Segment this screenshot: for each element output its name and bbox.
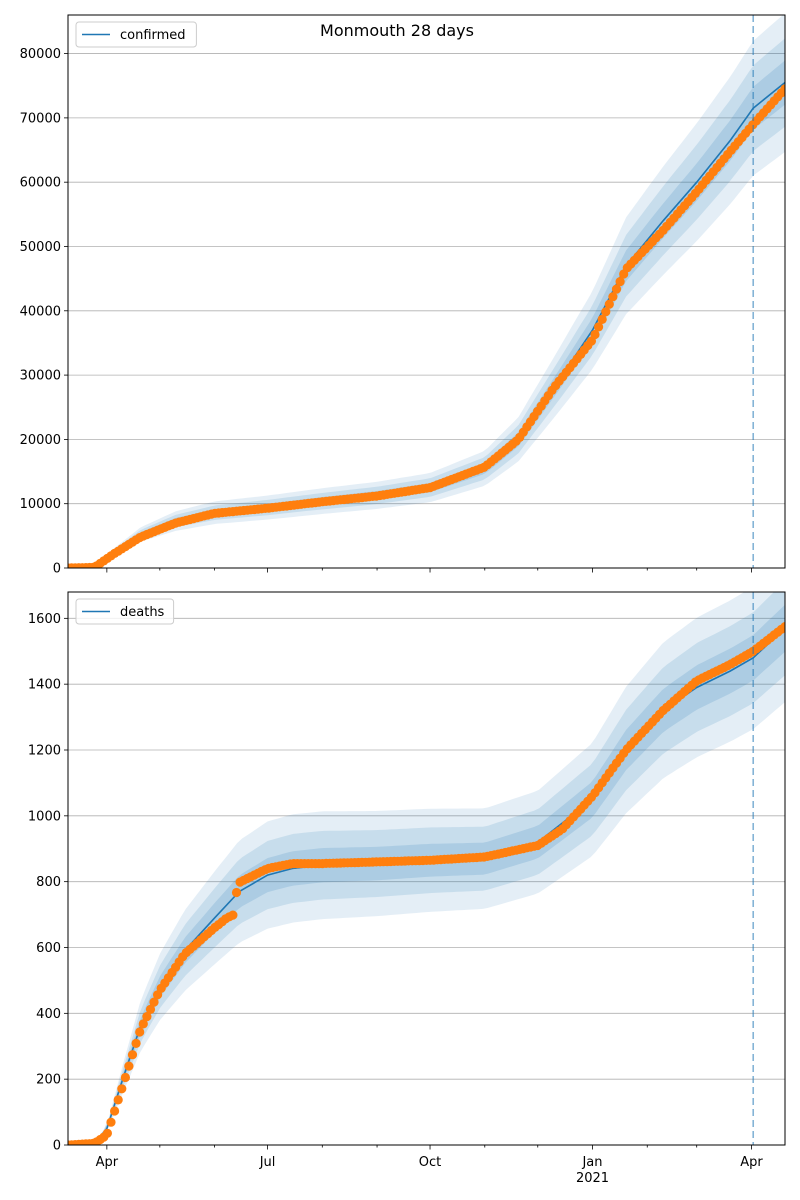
y-tick-label: 600 bbox=[36, 941, 61, 956]
x-tick-label: Apr bbox=[740, 1155, 763, 1170]
observed-point bbox=[117, 1084, 127, 1094]
legend-label: confirmed bbox=[120, 28, 186, 43]
chart-title: Monmouth 28 days bbox=[320, 21, 474, 40]
y-tick-label: 800 bbox=[36, 875, 61, 890]
observed-point bbox=[231, 887, 242, 898]
y-tick-label: 30000 bbox=[20, 369, 61, 384]
observed-point bbox=[597, 314, 607, 324]
y-tick-label: 1400 bbox=[28, 678, 61, 693]
observed-point bbox=[131, 1038, 141, 1048]
y-tick-label: 0 bbox=[53, 562, 61, 577]
plot-area bbox=[68, 592, 785, 1145]
y-tick-label: 80000 bbox=[20, 47, 61, 62]
observed-point bbox=[110, 1106, 120, 1116]
y-tick-label: 1000 bbox=[28, 809, 61, 824]
observed-point bbox=[590, 329, 600, 340]
observed-point bbox=[102, 1128, 112, 1138]
observed-point bbox=[106, 1117, 116, 1127]
observed-point bbox=[780, 622, 785, 632]
observed-point bbox=[124, 1061, 134, 1071]
uncertainty-band bbox=[68, 604, 785, 1145]
axes-frame bbox=[67, 14, 786, 569]
observed-point bbox=[142, 1012, 152, 1022]
y-tick-label: 60000 bbox=[20, 176, 61, 191]
x-tick-label: Oct bbox=[419, 1155, 441, 1170]
observed-point bbox=[594, 322, 604, 332]
plot-area bbox=[68, 15, 785, 568]
y-tick-label: 400 bbox=[36, 1007, 61, 1022]
y-tick-label: 20000 bbox=[20, 433, 61, 448]
observed-point bbox=[135, 1027, 145, 1037]
observed-point bbox=[113, 1095, 123, 1105]
legend-label: deaths bbox=[120, 605, 165, 620]
axes-frame bbox=[67, 591, 786, 1146]
observed-point bbox=[145, 1004, 156, 1015]
observed-point bbox=[615, 277, 625, 287]
y-tick-label: 50000 bbox=[20, 240, 61, 255]
x-tick-year-label: 2021 bbox=[576, 1171, 609, 1186]
observed-point bbox=[780, 84, 785, 94]
observed-point bbox=[608, 292, 618, 302]
y-tick-label: 40000 bbox=[20, 304, 61, 319]
observed-point bbox=[120, 1072, 130, 1083]
observed-point bbox=[228, 910, 238, 920]
legend-box bbox=[75, 21, 197, 48]
x-tick-label: Jul bbox=[259, 1155, 276, 1170]
observed-point bbox=[611, 284, 622, 294]
legend: confirmed bbox=[75, 21, 197, 48]
y-tick-label: 1600 bbox=[28, 612, 61, 627]
uncertainty-band bbox=[68, 592, 785, 1145]
legend: deaths bbox=[75, 598, 175, 625]
y-tick-label: 0 bbox=[53, 1139, 61, 1154]
y-tick-label: 200 bbox=[36, 1073, 61, 1088]
uncertainty-band bbox=[68, 15, 785, 568]
confirmed-panel: 0 10000 20000 30000 40000 50000 60000 70000 8000… bbox=[20, 14, 786, 577]
x-tick-label: Jan bbox=[581, 1155, 602, 1170]
observed-point bbox=[138, 1019, 148, 1029]
y-tick-label: 10000 bbox=[20, 497, 61, 512]
observed-point bbox=[127, 1050, 138, 1060]
deaths-panel: 0 200 400 600 800 1000 1200 1400 1600 Apr Jul Oct Ja… bbox=[28, 591, 786, 1186]
y-tick-label: 1200 bbox=[28, 744, 61, 759]
observed-point bbox=[604, 299, 614, 309]
observed-point bbox=[601, 307, 611, 317]
legend-box bbox=[75, 598, 175, 625]
observed-point bbox=[149, 997, 159, 1007]
x-tick-label: Apr bbox=[96, 1155, 119, 1170]
y-tick-label: 70000 bbox=[20, 111, 61, 126]
uncertainty-band bbox=[68, 592, 785, 1145]
